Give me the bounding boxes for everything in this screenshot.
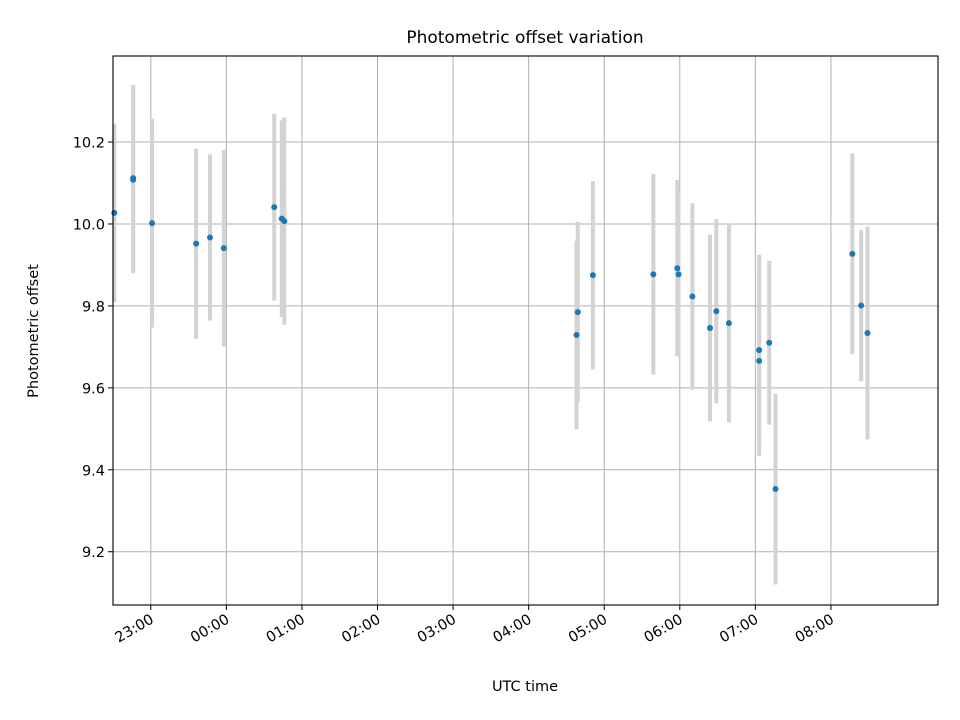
x-axis-label: UTC time bbox=[492, 679, 558, 695]
data-point bbox=[193, 240, 200, 247]
x-tick-label: 00:00 bbox=[188, 612, 232, 647]
x-tick-label: 06:00 bbox=[642, 612, 686, 647]
plot-frame bbox=[112, 55, 939, 606]
y-axis-label: Photometric offset bbox=[26, 264, 42, 398]
data-point bbox=[864, 329, 871, 336]
data-point bbox=[725, 320, 732, 327]
y-tick-label: 10.0 bbox=[73, 217, 105, 233]
x-tick-label: 04:00 bbox=[490, 612, 534, 647]
y-axis-ticks: 9.2 9.4 9.6 9.8 10.0 10.2 bbox=[73, 136, 113, 561]
chart-title: Photometric offset variation bbox=[406, 28, 643, 48]
data-point bbox=[756, 357, 763, 364]
x-tick-label: 01:00 bbox=[264, 612, 308, 647]
data-point bbox=[756, 347, 763, 354]
y-tick-label: 10.2 bbox=[73, 136, 105, 152]
data-point bbox=[574, 309, 581, 316]
x-tick-label: 02:00 bbox=[339, 612, 383, 647]
data-point bbox=[766, 339, 773, 346]
data-point bbox=[772, 486, 779, 493]
y-tick-label: 9.8 bbox=[82, 299, 105, 315]
y-tick-label: 9.6 bbox=[82, 381, 105, 397]
data-point bbox=[849, 250, 856, 257]
error-bars bbox=[112, 84, 870, 585]
data-point bbox=[858, 302, 865, 309]
data-point bbox=[674, 265, 681, 272]
x-tick-label: 03:00 bbox=[415, 612, 459, 647]
data-points bbox=[111, 175, 871, 493]
x-axis-ticks: 23:00 00:00 01:00 02:00 03:00 04:00 05:00 06:00… bbox=[113, 605, 837, 646]
data-point bbox=[281, 218, 288, 225]
x-tick-label: 07:00 bbox=[717, 612, 761, 647]
y-tick-label: 9.4 bbox=[82, 463, 105, 479]
data-point bbox=[220, 245, 227, 252]
x-tick-label: 23:00 bbox=[113, 612, 157, 647]
grid bbox=[113, 56, 938, 605]
data-point bbox=[713, 308, 720, 315]
data-point bbox=[689, 293, 696, 300]
data-point bbox=[206, 234, 213, 241]
data-point bbox=[589, 272, 596, 279]
data-point bbox=[707, 325, 714, 332]
x-tick-label: 05:00 bbox=[566, 612, 610, 647]
data-point bbox=[573, 332, 580, 339]
x-tick-label: 08:00 bbox=[793, 612, 837, 647]
data-point bbox=[650, 271, 657, 278]
y-tick-label: 9.2 bbox=[82, 545, 105, 561]
data-point bbox=[271, 204, 278, 211]
data-point bbox=[675, 271, 682, 278]
data-point bbox=[111, 209, 118, 216]
data-point bbox=[130, 175, 137, 182]
data-point bbox=[149, 220, 156, 227]
